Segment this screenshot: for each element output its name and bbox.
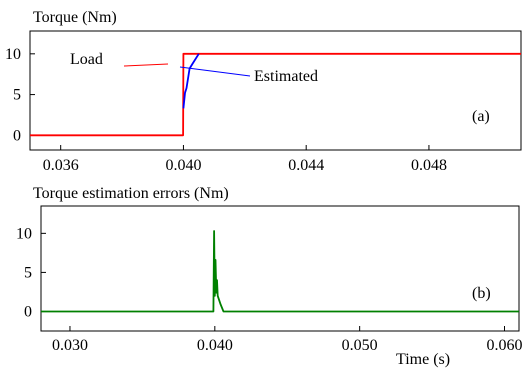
panel-1-y-tick-label: 0 bbox=[24, 303, 32, 320]
panel-0-y-tick-label: 10 bbox=[5, 46, 21, 63]
panel-1-y-tick-label: 10 bbox=[16, 225, 32, 242]
panel-1-label: (b) bbox=[472, 285, 491, 302]
series-line-estimated bbox=[182, 53, 200, 109]
series-line-panel-1-0 bbox=[41, 230, 519, 313]
estimated-leader-line bbox=[179, 66, 251, 77]
panel-1-x-tick-label: 0.040 bbox=[197, 337, 233, 354]
load-leader-line bbox=[123, 63, 169, 67]
panel-1-x-axis-label: Time (s) bbox=[396, 351, 450, 368]
panel-0-x-tick-label: 0.036 bbox=[43, 157, 79, 174]
panel-1-y-tick-label: 5 bbox=[24, 264, 32, 281]
series-line-load bbox=[30, 52, 521, 137]
panel-0-x-tick-label: 0.048 bbox=[411, 157, 447, 174]
panel-0-x-tick-label: 0.040 bbox=[165, 157, 201, 174]
estimated-annotation: Estimated bbox=[254, 68, 318, 85]
panel-1-title: Torque estimation errors (Nm) bbox=[33, 185, 229, 202]
panel-0-x-tick-label: 0.044 bbox=[288, 157, 324, 174]
panel-0-y-tick-label: 5 bbox=[13, 87, 21, 104]
load-annotation: Load bbox=[70, 51, 103, 68]
panel-0-y-tick-label: 0 bbox=[13, 127, 21, 144]
panel-1-frame bbox=[40, 205, 520, 332]
panel-0-frame bbox=[29, 30, 522, 151]
panel-0-label: (a) bbox=[472, 108, 490, 125]
panel-1-x-tick-label: 0.050 bbox=[342, 337, 378, 354]
panel-0-title: Torque (Nm) bbox=[33, 9, 117, 26]
panel-1-x-tick-label: 0.060 bbox=[487, 337, 523, 354]
panel-1-x-tick-label: 0.030 bbox=[52, 337, 88, 354]
